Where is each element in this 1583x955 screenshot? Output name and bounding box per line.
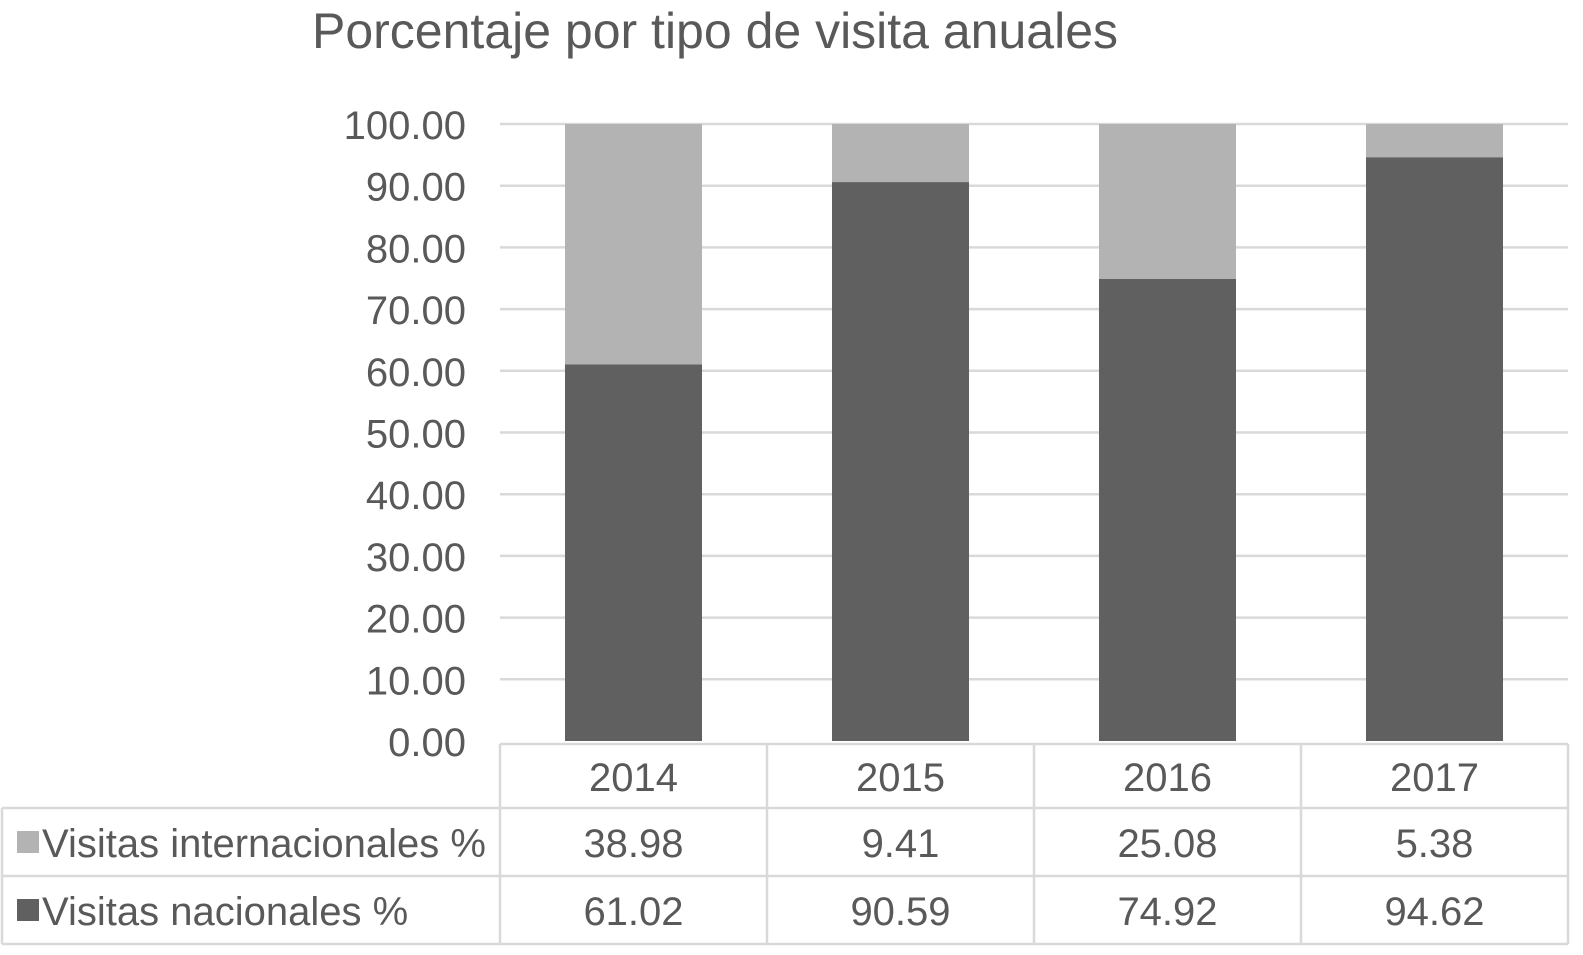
bars: [565, 124, 1503, 742]
bar-segment: [1366, 157, 1503, 742]
y-tick-label: 50.00: [366, 413, 466, 457]
y-tick-label: 80.00: [366, 227, 466, 271]
data-label: 9.41: [862, 822, 940, 866]
data-label: 5.38: [1396, 822, 1474, 866]
data-label: 61.02: [583, 890, 683, 934]
legend-label: Visitas internacionales %: [42, 822, 486, 866]
data-label: 25.08: [1117, 822, 1217, 866]
data-label: 74.92: [1117, 890, 1217, 934]
y-tick-label: 100.00: [344, 104, 466, 148]
x-tick-label: 2017: [1390, 756, 1479, 800]
y-tick-label: 40.00: [366, 474, 466, 518]
chart-title: Porcentaje por tipo de visita anuales: [312, 3, 1118, 59]
legend-key: [17, 899, 39, 921]
bar-segment: [565, 124, 702, 365]
y-tick-label: 10.00: [366, 659, 466, 703]
bar-segment: [1366, 124, 1503, 158]
y-tick-label: 60.00: [366, 351, 466, 395]
y-tick-label: 0.00: [388, 721, 466, 765]
y-tick-label: 30.00: [366, 536, 466, 580]
data-label: 90.59: [850, 890, 950, 934]
legend-key: [17, 831, 39, 853]
y-tick-label: 70.00: [366, 289, 466, 333]
data-table: 2014 2015 2016 2017 Visitas internacionales …: [0, 742, 1570, 946]
y-axis: 0.00 10.00 20.00 30.00 40.00 50.00 60.00 70.00 8…: [344, 104, 466, 765]
bar-segment: [1099, 278, 1236, 741]
bar-segment: [832, 182, 969, 741]
y-tick-label: 90.00: [366, 166, 466, 210]
data-label: 38.98: [583, 822, 683, 866]
legend-label: Visitas nacionales %: [42, 890, 408, 934]
bar-segment: [832, 124, 969, 183]
x-tick-label: 2015: [856, 756, 945, 800]
x-tick-label: 2016: [1123, 756, 1212, 800]
data-label: 94.62: [1384, 890, 1484, 934]
y-tick-label: 20.00: [366, 598, 466, 642]
bar-segment: [1099, 124, 1236, 279]
x-tick-label: 2014: [589, 756, 678, 800]
bar-segment: [565, 364, 702, 741]
